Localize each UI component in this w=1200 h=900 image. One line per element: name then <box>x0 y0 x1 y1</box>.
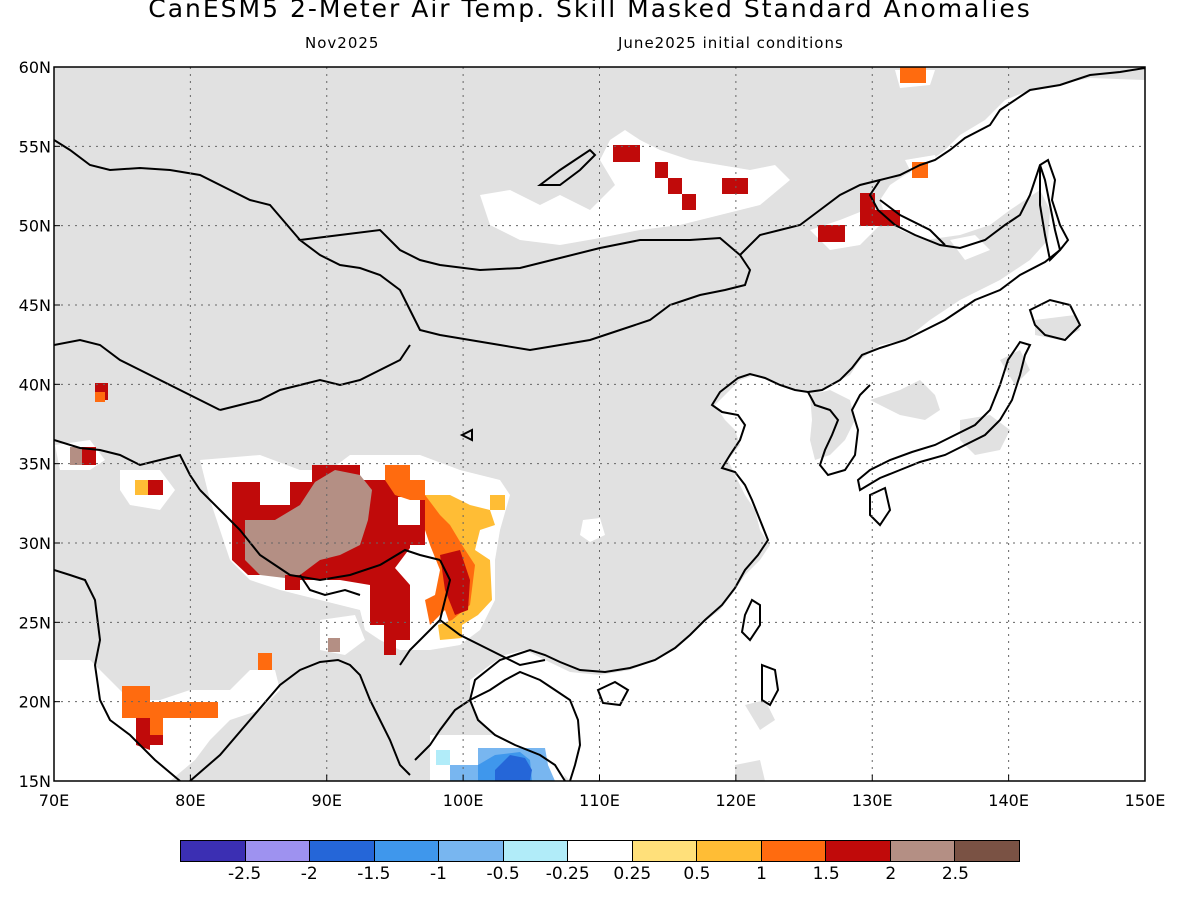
legend-label: 1.5 <box>812 864 840 884</box>
legend-swatch <box>245 841 311 861</box>
legend-label: -1.5 <box>357 864 391 884</box>
color-legend <box>180 840 1020 862</box>
lon-tick-label: 90E <box>312 791 342 810</box>
lon-tick-label: 120E <box>716 791 757 810</box>
india-coastline <box>54 569 181 781</box>
lat-tick-label: 30N <box>19 534 51 553</box>
anomaly-shading <box>70 67 928 781</box>
legend-label: -2.5 <box>228 864 262 884</box>
legend-label: 1 <box>756 864 767 884</box>
legend-swatch <box>955 841 1019 861</box>
valid-month-label: Nov2025 <box>305 34 380 52</box>
legend-label: -2 <box>300 864 318 884</box>
legend-swatch <box>374 841 440 861</box>
legend-label: 2.5 <box>941 864 969 884</box>
legend-swatch <box>826 841 891 861</box>
lon-tick-label: 100E <box>443 791 484 810</box>
lon-tick-label: 110E <box>579 791 620 810</box>
legend-label: -0.5 <box>486 864 520 884</box>
legend-swatch <box>181 841 246 861</box>
map-title: CanESM5 2-Meter Air Temp. Skill Masked S… <box>148 0 1032 23</box>
legend-swatch <box>439 841 504 861</box>
japan-coastline <box>856 340 1032 492</box>
lon-tick-label: 150E <box>1125 791 1166 810</box>
tibet-red-region <box>232 465 425 655</box>
axis-ticks: 70E 80E 90E 100E 110E 120E 130E 140E 150E 15N 20N 2… <box>19 58 1166 810</box>
legend-colorbar <box>180 840 1020 862</box>
legend-swatch <box>632 841 698 861</box>
lat-tick-label: 35N <box>19 455 51 474</box>
taiwan-coastline <box>740 598 761 642</box>
lat-tick-label: 45N <box>19 296 51 315</box>
lon-tick-label: 70E <box>39 791 69 810</box>
siberia-red-region <box>613 145 640 162</box>
mongolia-border <box>297 228 752 352</box>
lat-tick-label: 60N <box>19 58 51 77</box>
tibet-brown-region <box>245 470 372 578</box>
lat-tick-label: 15N <box>19 772 51 791</box>
legend-swatch <box>890 841 956 861</box>
initial-conditions-label: June2025 initial conditions <box>618 34 844 52</box>
lat-tick-label: 25N <box>19 613 51 632</box>
lon-tick-label: 140E <box>988 791 1029 810</box>
legend-swatch <box>503 841 569 861</box>
lat-tick-label: 50N <box>19 217 51 236</box>
legend-swatch <box>697 841 762 861</box>
legend-label: 0.25 <box>613 864 652 884</box>
legend-label: -0.25 <box>545 864 590 884</box>
korea-coastline <box>807 384 871 477</box>
lon-tick-label: 130E <box>852 791 893 810</box>
lat-tick-label: 55N <box>19 137 51 156</box>
legend-label: -1 <box>429 864 447 884</box>
legend-swatch <box>568 841 633 861</box>
legend-label: 0.5 <box>683 864 711 884</box>
lat-tick-label: 40N <box>19 375 51 394</box>
legend-swatch <box>761 841 827 861</box>
lat-lon-grid <box>54 67 1145 781</box>
legend-swatch <box>310 841 375 861</box>
legend-label: 2 <box>885 864 897 884</box>
coastlines-borders <box>54 67 1145 781</box>
yunnan-yellow-region <box>425 495 495 640</box>
lon-tick-label: 80E <box>175 791 205 810</box>
lat-tick-label: 20N <box>19 693 51 712</box>
